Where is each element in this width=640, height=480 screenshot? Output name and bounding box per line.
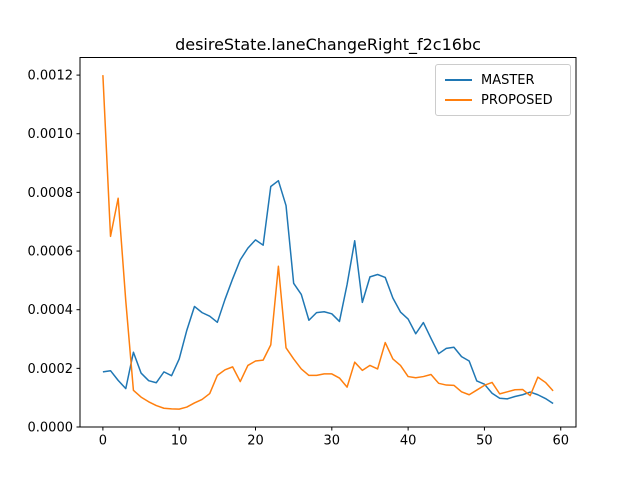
- chart-title: desireState.laneChangeRight_f2c16bc: [175, 35, 481, 55]
- x-tick-label: 40: [400, 434, 417, 449]
- y-tick-label: 0.0002: [28, 362, 74, 377]
- legend-item-master: MASTER: [445, 70, 560, 90]
- plot-frame: [79, 57, 577, 428]
- legend-label-proposed: PROPOSED: [481, 92, 553, 108]
- x-tick-label: 10: [171, 434, 188, 449]
- proposed-line-swatch: [445, 99, 472, 101]
- y-tick-label: 0.0004: [28, 303, 74, 318]
- x-tick-label: 50: [476, 434, 493, 449]
- x-tick-label: 60: [552, 434, 569, 449]
- legend-label-master: MASTER: [481, 72, 535, 88]
- master-line: [102, 179, 554, 405]
- x-tick-label: 0: [99, 434, 107, 449]
- y-tick-label: 0.0010: [28, 127, 74, 142]
- y-tick-label: 0.0008: [28, 186, 74, 201]
- y-tick-label: 0.0012: [28, 69, 74, 84]
- x-tick-label: 30: [324, 434, 341, 449]
- x-tick-label: 20: [247, 434, 264, 449]
- legend: MASTER PROPOSED: [435, 64, 571, 116]
- legend-item-proposed: PROPOSED: [445, 90, 560, 110]
- y-tick-label: 0.0000: [28, 421, 74, 436]
- axes-area: 0 10 20 30 40 50 60 0.0000 0.0002 0.0004 0.0006 0.0…: [28, 57, 577, 449]
- proposed-line: [102, 75, 554, 410]
- y-tick-label: 0.0006: [28, 245, 74, 260]
- master-line-swatch: [445, 79, 472, 81]
